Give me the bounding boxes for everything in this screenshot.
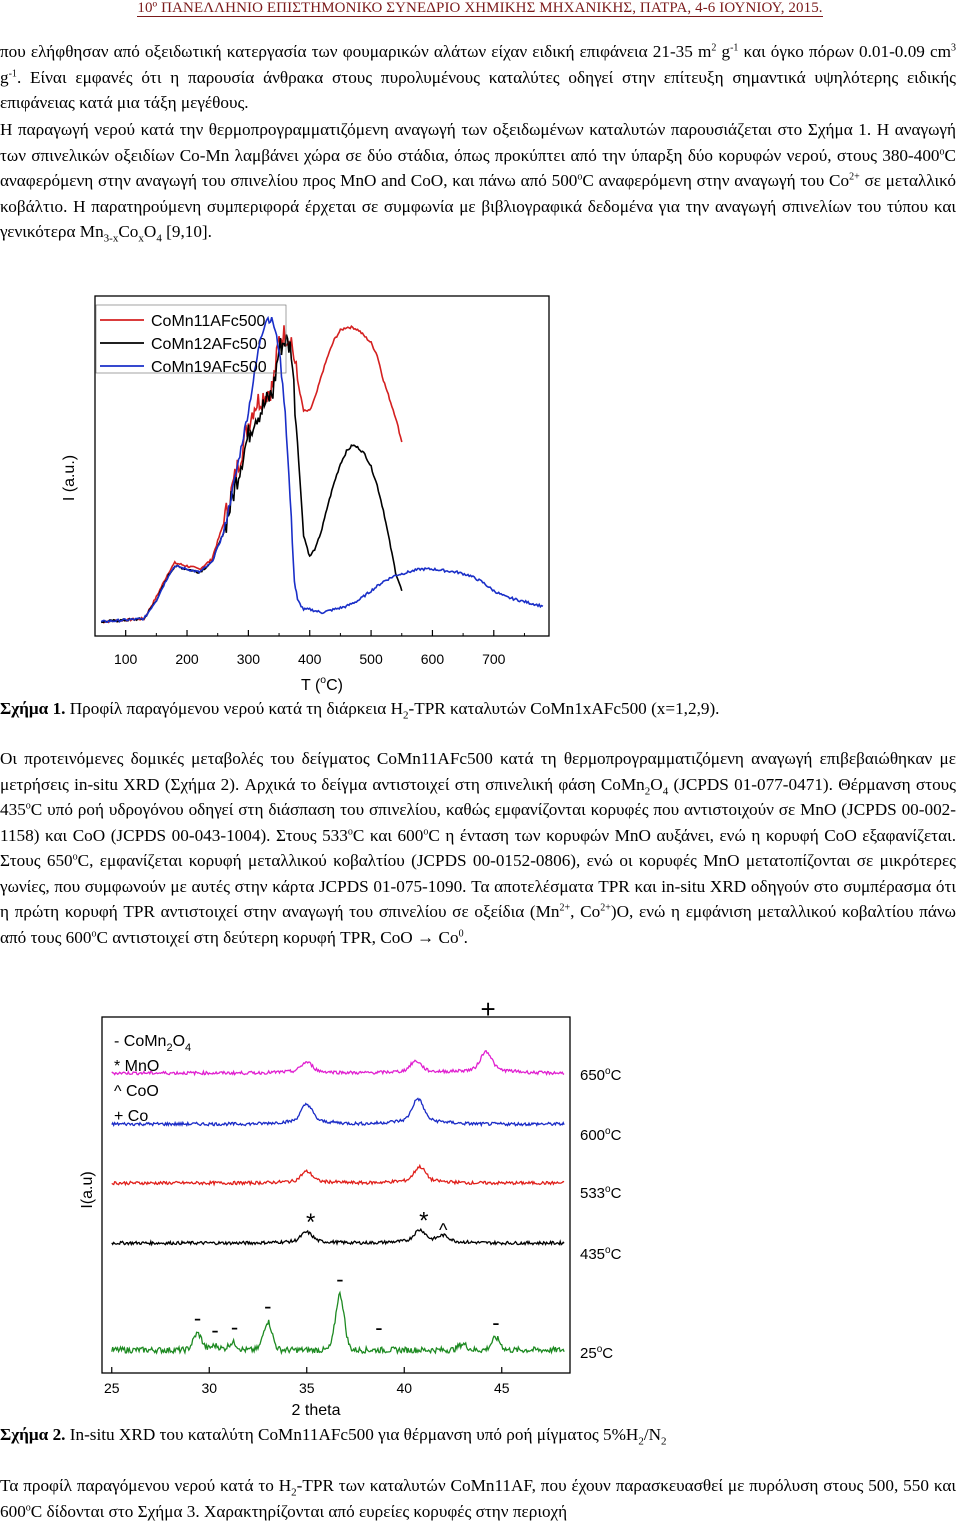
tpr-legend-label: CoMn11AFc500 [151,313,266,330]
tpr-x-tick-label: 600 [421,651,445,667]
xrd-phase-marker: * [419,1208,428,1235]
xrd-legend-entry: ^ CoO [114,1083,159,1100]
xrd-phase-marker: - [194,1306,201,1331]
xrd-legend-entry: * MnO [114,1058,159,1075]
tpr-x-tick-label: 100 [114,651,138,667]
xrd-series-600oC [111,1097,565,1128]
xrd-phase-marker: - [336,1267,343,1292]
xrd-phase-marker: - [264,1294,271,1319]
figure-1-caption: Σχήμα 1. Προφίλ παραγόμενου νερού κατά τ… [0,699,720,722]
xrd-legend-entry: + Co [114,1108,148,1125]
xrd-temperature-label: 600oC [580,1126,622,1144]
tpr-series-CoMn11AFc500 [100,324,403,624]
conference-header: 10º ΠΑΝΕΛΛΗΝΙΟ ΕΠΙΣΤΗΜΟΝΙΚΟ ΣΥΝΕΔΡΙΟ ΧΗΜ… [137,0,823,17]
xrd-phase-marker: ^ [439,1220,448,1240]
tpr-legend-label: CoMn12AFc500 [151,336,267,353]
tpr-x-tick-label: 200 [175,651,199,667]
xrd-phase-marker: - [211,1318,218,1343]
tpr-x-tick-label: 400 [298,651,322,667]
tpr-legend-box [95,304,287,374]
xrd-temperature-label: 533oC [580,1184,622,1202]
xrd-x-tick-label: 30 [201,1380,217,1396]
xrd-y-axis-label: I(a.u) [79,1171,96,1208]
tpr-x-tick-label: 500 [359,651,383,667]
xrd-temperature-label: 435oC [580,1245,622,1263]
paragraph-figure-3-intro: Τα προφίλ παραγόμενου νερού κατά το H2-T… [0,1476,956,1521]
tpr-x-tick-label: 300 [237,651,261,667]
tpr-series-CoMn12AFc500 [100,334,403,624]
tpr-legend-label: CoMn19AFc500 [151,359,267,376]
xrd-phase-marker: * [306,1209,315,1236]
xrd-series-533oC [111,1163,565,1187]
xrd-phase-marker: - [492,1310,499,1335]
xrd-phase-marker: - [231,1315,238,1340]
paragraph-xrd: Οι προτεινόμενες δομικές μεταβολές του δ… [0,749,957,947]
xrd-legend-entry: - CoMn2O4 [114,1033,191,1054]
xrd-temperature-label: 25oC [580,1344,613,1362]
xrd-phase-marker: - [375,1315,382,1340]
xrd-x-tick-label: 35 [299,1380,315,1396]
tpr-y-axis-label: I (a.u.) [61,455,78,501]
xrd-phase-marker: + [481,994,496,1024]
paragraph-surface-area: που ελήφθησαν από οξειδωτική κατεργασία … [0,42,957,112]
xrd-x-axis-label: 2 theta [292,1402,341,1419]
xrd-x-tick-label: 25 [104,1380,120,1396]
paragraph-water-production: Η παραγωγή νερού κατά την θερμοπρογραμμα… [0,120,956,245]
tpr-x-tick-label: 700 [482,651,506,667]
xrd-series-25oC [111,1290,565,1356]
xrd-x-tick-label: 45 [494,1380,510,1396]
xrd-x-tick-label: 40 [396,1380,412,1396]
tpr-plot-frame [94,295,550,637]
xrd-temperature-label: 650oC [580,1066,622,1084]
xrd-plot-frame [101,1016,571,1374]
tpr-x-axis-label: T (oC) [301,675,343,694]
figure-2-caption: Σχήμα 2. In-situ XRD του καταλύτη CoMn11… [0,1425,667,1448]
xrd-series-650oC [111,1050,565,1077]
tpr-series-CoMn19AFc500 [100,315,544,624]
xrd-series-435oC [111,1227,565,1247]
